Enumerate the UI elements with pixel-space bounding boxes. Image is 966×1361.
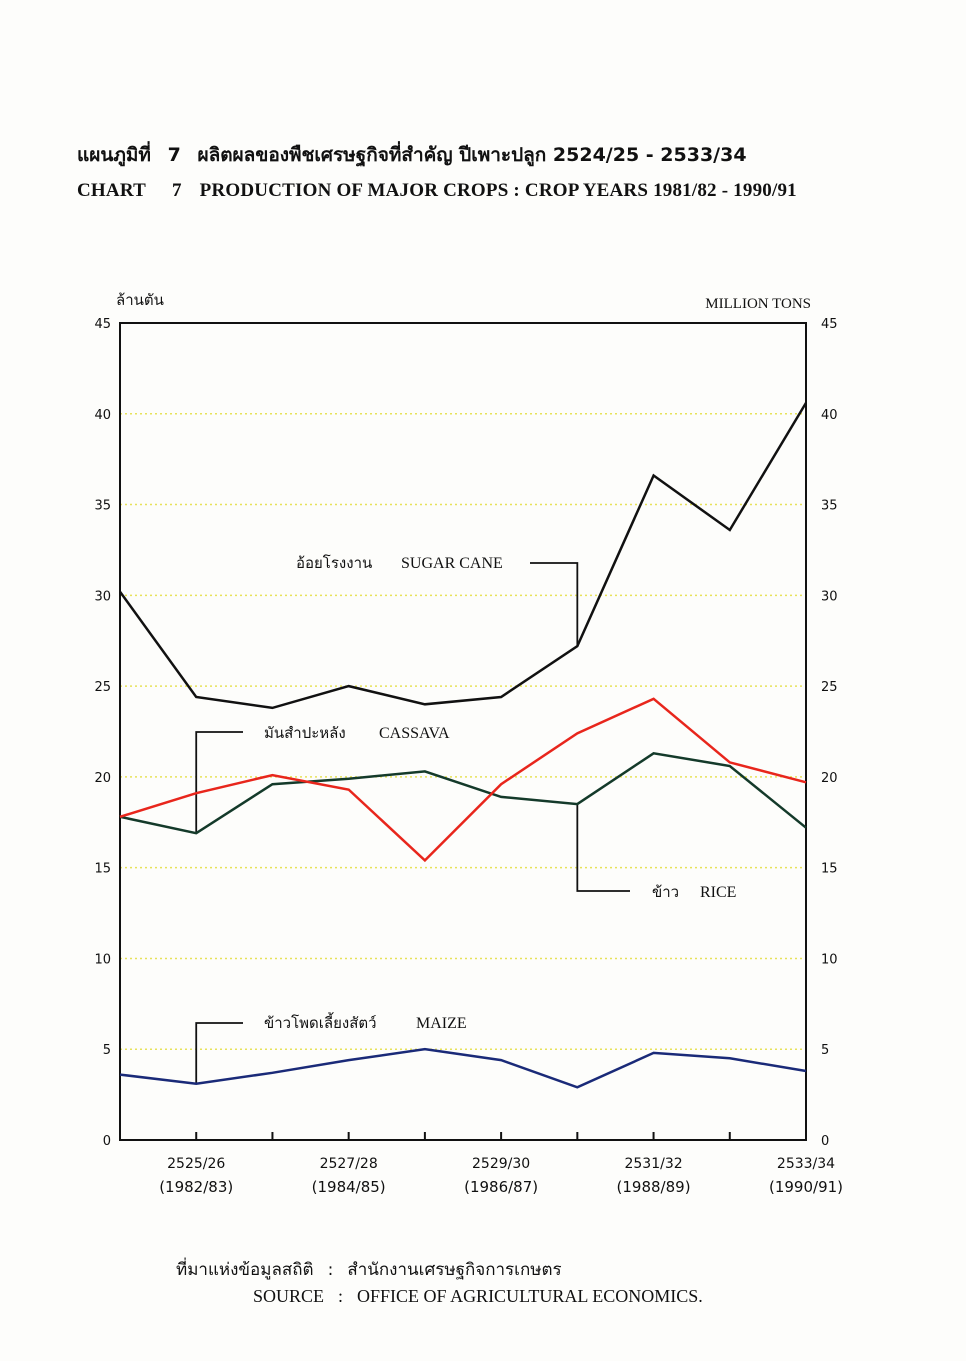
x-tick-label-2531-32: 2531/32 bbox=[624, 1156, 682, 1172]
y-tick-label-left-25: 25 bbox=[94, 680, 111, 695]
x-tick-label-2533-34: 2533/34 bbox=[777, 1156, 835, 1172]
y-tick-label-right-25: 25 bbox=[821, 680, 838, 695]
chart-number-english: 7 bbox=[171, 180, 182, 201]
series-line-cassava bbox=[119, 751, 807, 835]
y-tick-label-right-20: 20 bbox=[821, 771, 838, 786]
y-tick-label-right-0: 0 bbox=[821, 1134, 829, 1149]
chart-title-thai-prefix: แผนภูมิที่ bbox=[77, 144, 151, 166]
x-tick-sublabel-2525-26: (1982/83) bbox=[159, 1178, 233, 1196]
y-tick-label-right-40: 40 bbox=[821, 408, 838, 423]
y-tick-label-left-40: 40 bbox=[94, 408, 111, 423]
x-tick-label-2525-26: 2525/26 bbox=[167, 1156, 225, 1172]
series-line-rice bbox=[119, 697, 807, 863]
y-tick-label-right-35: 35 bbox=[821, 499, 838, 514]
source-colon: : bbox=[327, 1260, 334, 1280]
series-label-thai-sugar: อ้อยโรงงาน bbox=[296, 554, 372, 572]
series-lines bbox=[118, 402, 808, 1089]
y-tick-label-right-5: 5 bbox=[821, 1043, 829, 1058]
chart-title-english-text: PRODUCTION OF MAJOR CROPS : CROP YEARS 1… bbox=[199, 180, 797, 201]
series-label-thai-rice: ข้าว bbox=[652, 883, 679, 901]
chart-title-english-prefix: CHART bbox=[77, 180, 146, 201]
chart-title-thai: แผนภูมิที่ 7 ผลิตผลของพืชเศรษฐกิจที่สำคั… bbox=[77, 140, 747, 170]
series-callouts: อ้อยโรงงาน SUGAR CANE มันสำปะหลัง CASSAVA ข้… bbox=[195, 554, 736, 1084]
callout-leader-rice bbox=[576, 804, 630, 892]
y-tick-label-right-30: 30 bbox=[821, 589, 838, 604]
series-label-thai-maize: ข้าวโพดเลี้ยงสัตว์ bbox=[264, 1012, 377, 1032]
source-colon: : bbox=[338, 1286, 344, 1306]
series-line-sugar bbox=[118, 402, 808, 710]
chart-title-thai-text: ผลิตผลของพืชเศรษฐกิจที่สำคัญ ปีเพาะปลูก … bbox=[197, 144, 747, 166]
callout-leader-sugar bbox=[530, 562, 579, 647]
y-tick-label-right-10: 10 bbox=[821, 952, 838, 967]
source-thai: ที่มาแห่งข้อมูลสถิติ: สำนักงานเศรษฐกิจการ… bbox=[176, 1256, 562, 1283]
source-english: SOURCE: OFFICE OF AGRICULTURAL ECONOMICS. bbox=[253, 1286, 703, 1307]
y-tick-label-left-5: 5 bbox=[103, 1043, 111, 1058]
x-tick-sublabel-2527-28: (1984/85) bbox=[312, 1178, 386, 1196]
source-label-thai: ที่มาแห่งข้อมูลสถิติ bbox=[176, 1260, 314, 1280]
callout-leader-cassava bbox=[195, 731, 243, 834]
y-tick-label-left-15: 15 bbox=[94, 862, 111, 877]
source-value-english: OFFICE OF AGRICULTURAL ECONOMICS. bbox=[357, 1286, 703, 1306]
axis-ticks: 0 0 5 5 10 10 15 15 20 20 25 25 30 30 35 35 40 40 45 45 2525… bbox=[94, 317, 843, 1196]
y-tick-label-right-15: 15 bbox=[821, 862, 838, 877]
chart-title-english: CHART 7 PRODUCTION OF MAJOR CROPS : CROP Y… bbox=[77, 180, 797, 202]
series-label-thai-cassava: มันสำปะหลัง bbox=[264, 724, 346, 742]
chart-number-thai: 7 bbox=[167, 144, 181, 166]
y-axis-label-english: MILLION TONS bbox=[705, 296, 811, 312]
series-line-maize bbox=[119, 1047, 807, 1089]
y-tick-label-left-0: 0 bbox=[103, 1134, 111, 1149]
y-tick-label-left-10: 10 bbox=[94, 952, 111, 967]
x-tick-sublabel-2533-34: (1990/91) bbox=[769, 1178, 843, 1196]
y-tick-label-left-20: 20 bbox=[94, 771, 111, 786]
series-label-maize: MAIZE bbox=[416, 1015, 467, 1032]
series-label-sugar: SUGAR CANE bbox=[401, 555, 503, 572]
x-tick-label-2529-30: 2529/30 bbox=[472, 1156, 530, 1172]
y-tick-label-right-45: 45 bbox=[821, 317, 838, 332]
plot-frame bbox=[119, 322, 807, 1141]
x-tick-label-2527-28: 2527/28 bbox=[320, 1156, 378, 1172]
x-tick-sublabel-2529-30: (1986/87) bbox=[464, 1178, 538, 1196]
series-label-cassava: CASSAVA bbox=[379, 725, 450, 742]
y-tick-label-left-30: 30 bbox=[94, 589, 111, 604]
source-label-english: SOURCE bbox=[253, 1286, 325, 1306]
source-value-thai: สำนักงานเศรษฐกิจการเกษตร bbox=[347, 1260, 562, 1280]
y-tick-label-left-45: 45 bbox=[94, 317, 111, 332]
series-label-rice: RICE bbox=[700, 884, 736, 901]
y-axis-label-thai: ล้านตัน bbox=[116, 291, 164, 309]
x-tick-sublabel-2531-32: (1988/89) bbox=[617, 1178, 691, 1196]
callout-leader-maize bbox=[195, 1022, 243, 1084]
y-tick-label-left-35: 35 bbox=[94, 499, 111, 514]
grid-lines bbox=[120, 413, 806, 1050]
